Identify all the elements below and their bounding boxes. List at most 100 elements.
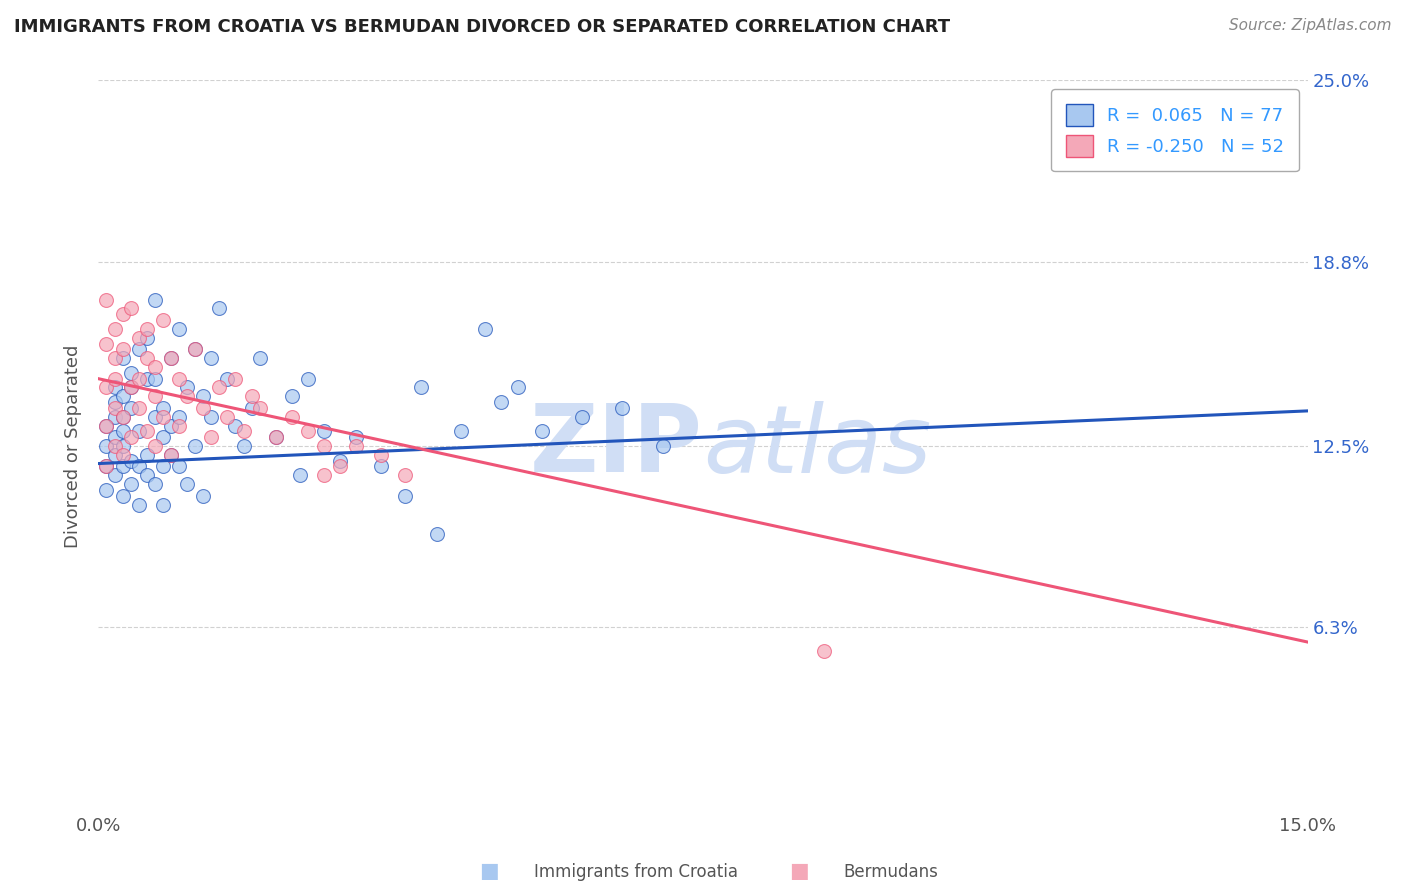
Legend: R =  0.065   N = 77, R = -0.250   N = 52: R = 0.065 N = 77, R = -0.250 N = 52	[1052, 89, 1299, 171]
Point	[651, 439, 673, 453]
Point	[103, 409, 125, 424]
Point	[103, 468, 125, 483]
Point	[240, 401, 263, 415]
Point	[135, 322, 157, 336]
Point	[111, 409, 134, 424]
Point	[96, 418, 118, 433]
Point	[491, 395, 513, 409]
Point	[160, 351, 183, 366]
Point	[160, 351, 183, 366]
Point	[103, 322, 125, 336]
Point	[96, 439, 118, 453]
Point	[135, 425, 157, 439]
Text: atlas: atlas	[703, 401, 931, 491]
Point	[176, 389, 198, 403]
Point	[103, 395, 125, 409]
Point	[394, 489, 416, 503]
Point	[152, 430, 174, 444]
Point	[281, 409, 304, 424]
Point	[232, 439, 254, 453]
Point	[103, 439, 125, 453]
Point	[128, 372, 150, 386]
Point	[135, 351, 157, 366]
Point	[409, 380, 432, 394]
Point	[111, 389, 134, 403]
Point	[111, 489, 134, 503]
Text: IMMIGRANTS FROM CROATIA VS BERMUDAN DIVORCED OR SEPARATED CORRELATION CHART: IMMIGRANTS FROM CROATIA VS BERMUDAN DIVO…	[14, 18, 950, 36]
Point	[160, 418, 183, 433]
Point	[232, 425, 254, 439]
Point	[193, 489, 215, 503]
Point	[143, 372, 166, 386]
Point	[96, 380, 118, 394]
Point	[96, 459, 118, 474]
Point	[103, 448, 125, 462]
Point	[224, 418, 246, 433]
Text: Bermudans: Bermudans	[844, 863, 938, 881]
Point	[450, 425, 472, 439]
Point	[96, 336, 118, 351]
Point	[530, 425, 553, 439]
Point	[167, 409, 190, 424]
Point	[176, 477, 198, 491]
Point	[167, 459, 190, 474]
Point	[329, 453, 352, 467]
Point	[120, 380, 142, 394]
Text: ■: ■	[479, 862, 499, 881]
Point	[193, 389, 215, 403]
Point	[120, 380, 142, 394]
Point	[281, 389, 304, 403]
Point	[506, 380, 529, 394]
Point	[135, 448, 157, 462]
Point	[135, 331, 157, 345]
Point	[193, 401, 215, 415]
Point	[128, 401, 150, 415]
Point	[135, 372, 157, 386]
Point	[120, 430, 142, 444]
Point	[96, 418, 118, 433]
Point	[128, 343, 150, 357]
Text: ZIP: ZIP	[530, 400, 703, 492]
Point	[128, 459, 150, 474]
Point	[103, 430, 125, 444]
Point	[111, 439, 134, 453]
Point	[264, 430, 287, 444]
Point	[314, 468, 336, 483]
Point	[474, 322, 496, 336]
Point	[128, 331, 150, 345]
Point	[103, 372, 125, 386]
Point	[120, 477, 142, 491]
Point	[176, 380, 198, 394]
Point	[152, 401, 174, 415]
Point	[167, 372, 190, 386]
Text: Immigrants from Croatia: Immigrants from Croatia	[534, 863, 738, 881]
Point	[96, 459, 118, 474]
Point	[143, 477, 166, 491]
Point	[111, 409, 134, 424]
Point	[184, 439, 207, 453]
Point	[96, 293, 118, 307]
Point	[120, 366, 142, 380]
Point	[152, 409, 174, 424]
Point	[152, 459, 174, 474]
Point	[143, 389, 166, 403]
Point	[111, 425, 134, 439]
Point	[344, 430, 367, 444]
Point	[143, 359, 166, 374]
Point	[103, 401, 125, 415]
Point	[143, 293, 166, 307]
Point	[612, 401, 634, 415]
Point	[264, 430, 287, 444]
Point	[96, 483, 118, 497]
Point	[297, 425, 319, 439]
Point	[111, 448, 134, 462]
Point	[128, 498, 150, 512]
Point	[143, 409, 166, 424]
Point	[240, 389, 263, 403]
Point	[184, 343, 207, 357]
Point	[217, 409, 239, 424]
Point	[329, 459, 352, 474]
Point	[120, 301, 142, 316]
Point	[160, 448, 183, 462]
Point	[370, 448, 392, 462]
